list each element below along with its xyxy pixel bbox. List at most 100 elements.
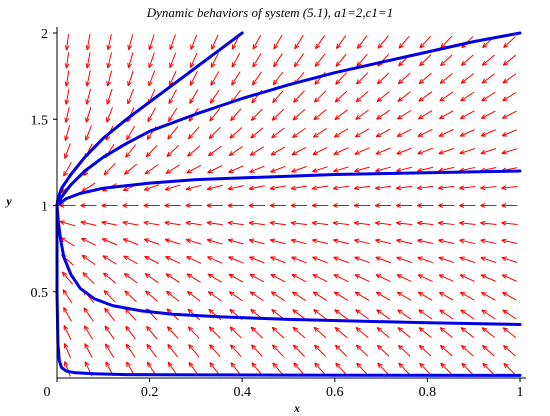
field-arrow: [501, 274, 517, 282]
field-arrow: [169, 52, 177, 69]
trajectory-1: [55, 31, 244, 207]
field-arrow: [417, 238, 434, 245]
field-arrow: [396, 238, 413, 245]
field-arrow: [293, 362, 305, 376]
field-arrow: [228, 256, 244, 264]
field-arrow: [127, 34, 134, 51]
chart-title: Dynamic behaviors of system (5.1), a1=2,…: [146, 5, 393, 20]
field-arrow: [417, 147, 433, 155]
field-arrow: [460, 291, 475, 301]
field-arrow: [502, 327, 517, 338]
field-arrow: [209, 344, 221, 358]
field-arrow: [211, 34, 219, 50]
field-arrow: [440, 362, 453, 375]
field-arrow: [376, 309, 391, 320]
field-arrow: [291, 291, 307, 302]
field-arrow: [252, 53, 262, 68]
field-arrow: [250, 108, 263, 121]
field-arrow: [85, 106, 92, 123]
field-arrow: [186, 256, 202, 264]
field-arrow: [229, 127, 243, 139]
field-arrow: [396, 203, 413, 208]
field-arrow: [230, 108, 242, 122]
field-arrow: [207, 291, 222, 302]
field-arrow: [397, 344, 411, 357]
field-arrow: [480, 185, 497, 191]
field-arrow: [104, 325, 115, 340]
y-tick-label: 0.5: [31, 286, 49, 301]
field-arrow: [101, 220, 118, 226]
field-arrow: [166, 145, 179, 157]
field-arrow: [375, 166, 392, 173]
field-arrow: [164, 184, 181, 191]
field-arrow: [148, 70, 156, 87]
field-arrow: [375, 128, 391, 138]
field-arrow: [396, 291, 412, 301]
field-arrow: [228, 165, 244, 173]
field-arrow: [144, 164, 159, 175]
field-arrow: [125, 325, 136, 340]
field-arrow: [166, 326, 179, 339]
field-arrow: [62, 289, 73, 304]
field-arrow: [85, 34, 91, 51]
field-arrow: [186, 273, 201, 283]
field-arrow: [166, 290, 180, 302]
field-arrow: [314, 362, 326, 376]
field-arrow: [502, 91, 517, 102]
field-arrow: [481, 73, 496, 84]
field-arrow: [312, 274, 328, 283]
field-arrow: [502, 291, 517, 301]
field-arrow: [290, 203, 308, 208]
field-arrow: [164, 220, 181, 226]
field-arrow: [438, 185, 455, 191]
field-arrow: [270, 273, 286, 283]
field-arrow: [419, 35, 432, 49]
field-arrow: [63, 307, 72, 322]
field-arrow: [502, 54, 516, 66]
field-arrow: [147, 107, 157, 123]
field-arrow: [376, 109, 391, 120]
field-arrow: [356, 72, 369, 85]
field-arrow: [417, 185, 434, 191]
field-arrow: [439, 344, 453, 357]
field-arrow: [251, 362, 263, 376]
field-arrow: [290, 238, 307, 245]
field-arrow: [397, 109, 412, 120]
field-arrow: [103, 272, 117, 284]
field-arrow: [396, 185, 413, 191]
field-arrow: [190, 52, 198, 68]
field-arrow: [271, 108, 285, 121]
field-arrow: [102, 255, 117, 265]
field-arrow: [396, 166, 413, 173]
field-arrow: [459, 220, 476, 226]
field-arrow: [354, 147, 370, 155]
field-arrow: [144, 255, 160, 265]
field-arrow: [460, 91, 475, 102]
field-arrow: [481, 291, 496, 301]
field-arrow: [480, 203, 497, 208]
field-arrow: [185, 220, 202, 226]
field-arrow: [332, 203, 350, 208]
field-arrow: [313, 326, 327, 339]
field-arrow: [207, 256, 223, 264]
field-arrow: [396, 147, 412, 155]
field-arrow: [122, 220, 139, 226]
field-arrow: [292, 326, 306, 339]
field-arrow: [248, 220, 265, 226]
field-arrow: [249, 291, 264, 302]
field-arrow: [459, 238, 476, 245]
field-arrow: [502, 73, 517, 84]
field-arrow: [290, 185, 307, 191]
field-arrow: [143, 220, 160, 226]
field-arrow: [354, 128, 370, 138]
field-arrow: [209, 362, 221, 376]
field-arrow: [315, 35, 325, 50]
field-arrow: [397, 309, 412, 320]
field-arrow: [64, 70, 70, 87]
field-arrow: [271, 344, 284, 357]
field-arrow: [64, 52, 70, 69]
field-arrow: [501, 185, 518, 191]
field-arrow: [272, 90, 284, 104]
field-arrow: [418, 327, 432, 339]
field-arrow: [481, 309, 496, 320]
